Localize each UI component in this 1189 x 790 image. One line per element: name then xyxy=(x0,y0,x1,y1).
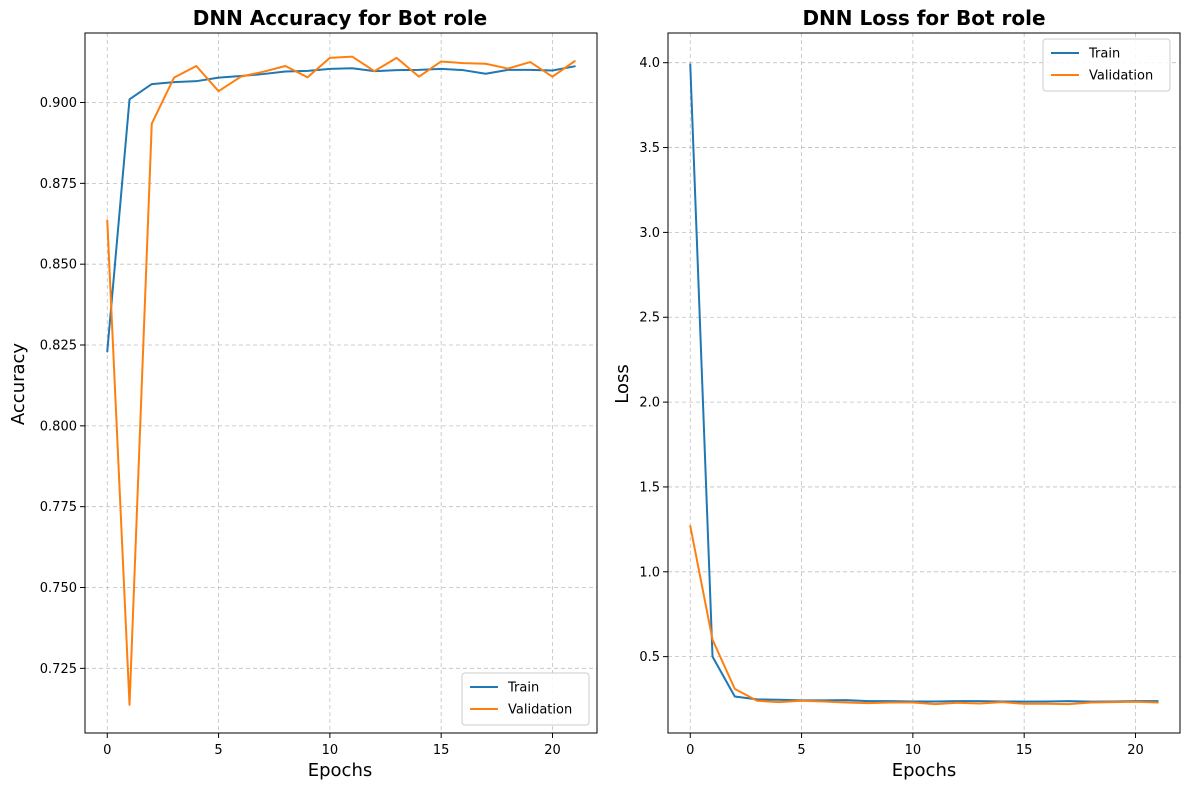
plot-frame xyxy=(84,32,598,734)
y-tick-label: 0.725 xyxy=(40,662,77,677)
chart-title: DNN Loss for Bot role xyxy=(802,6,1045,30)
y-axis-label: Loss xyxy=(612,364,633,403)
legend-label: Train xyxy=(1088,47,1120,62)
x-tick-label: 0 xyxy=(686,743,694,758)
y-tick-label: 0.875 xyxy=(40,177,77,192)
loss-chart: DNN Loss for Bot role Epochs Loss 0 5 10 15… xyxy=(612,6,1181,781)
legend: Train Validation xyxy=(1042,38,1171,92)
y-tick-label: 0.900 xyxy=(40,96,77,111)
x-axis-label: Epochs xyxy=(892,760,957,781)
y-tick-label: 2.5 xyxy=(639,311,660,326)
y-tick-label: 1.5 xyxy=(639,480,660,495)
y-tick-label: 0.825 xyxy=(40,339,77,354)
y-tick-label: 0.775 xyxy=(40,500,77,515)
accuracy-chart: DNN Accuracy for Bot role Epochs Accurac… xyxy=(8,6,598,781)
legend-label: Validation xyxy=(508,703,572,718)
y-tick-label: 4.0 xyxy=(639,56,660,71)
legend-label: Validation xyxy=(1089,69,1153,84)
x-axis-label: Epochs xyxy=(308,760,373,781)
plot-frame xyxy=(667,32,1181,734)
x-tick-label: 10 xyxy=(322,743,339,758)
chart-title: DNN Accuracy for Bot role xyxy=(193,6,487,30)
legend-label: Train xyxy=(507,681,539,696)
y-tick-label: 3.5 xyxy=(639,141,660,156)
y-tick-label: 2.0 xyxy=(639,396,660,411)
x-tick-label: 20 xyxy=(544,743,561,758)
y-tick-label: 0.5 xyxy=(639,650,660,665)
y-tick-label: 3.0 xyxy=(639,226,660,241)
x-tick-label: 20 xyxy=(1127,743,1144,758)
legend: Train Validation xyxy=(461,672,590,726)
series-line-validation xyxy=(689,524,1159,706)
series-line-validation xyxy=(106,55,576,706)
series-line-train xyxy=(106,65,576,353)
x-tick-label: 10 xyxy=(905,743,922,758)
x-tick-label: 5 xyxy=(797,743,805,758)
y-axis-label: Accuracy xyxy=(8,343,29,426)
series-line-train xyxy=(689,63,1159,703)
y-tick-label: 0.750 xyxy=(40,581,77,596)
y-tick-label: 0.800 xyxy=(40,419,77,434)
x-tick-label: 0 xyxy=(103,743,111,758)
y-tick-label: 1.0 xyxy=(639,565,660,580)
x-tick-label: 5 xyxy=(214,743,222,758)
y-tick-label: 0.850 xyxy=(40,258,77,273)
x-tick-label: 15 xyxy=(433,743,450,758)
x-tick-label: 15 xyxy=(1016,743,1033,758)
